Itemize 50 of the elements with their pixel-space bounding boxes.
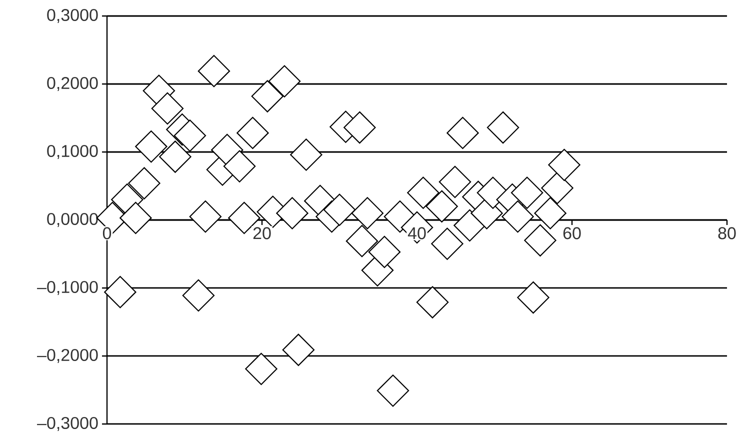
point: [510, 176, 544, 209]
point: [344, 111, 376, 144]
point: [431, 228, 464, 260]
point: [351, 197, 384, 230]
point: [446, 116, 479, 150]
point: [135, 130, 168, 163]
y-tick-label: –0,1000: [37, 280, 98, 296]
point: [407, 176, 440, 209]
point: [211, 134, 244, 166]
point: [223, 150, 256, 182]
point: [502, 200, 534, 233]
point: [524, 224, 556, 256]
y-tick-label: 0,3000: [47, 8, 98, 24]
point: [276, 197, 308, 230]
point: [159, 140, 192, 173]
y-tick-label: 0,1000: [47, 144, 98, 160]
point: [454, 209, 486, 242]
point: [426, 190, 458, 222]
point: [346, 224, 378, 258]
point: [236, 116, 269, 150]
x-tick-label: 60: [563, 227, 581, 240]
point: [376, 374, 410, 407]
point: [517, 281, 550, 314]
point: [151, 92, 184, 125]
point: [268, 65, 301, 98]
y-tick-label: –0,3000: [37, 416, 98, 432]
point: [128, 167, 160, 200]
point: [290, 138, 322, 171]
point: [104, 276, 136, 308]
y-tick-label: 0,0000: [47, 212, 98, 228]
x-tick-label: 20: [253, 227, 271, 240]
x-tick-label: 80: [718, 227, 736, 240]
point: [282, 334, 315, 366]
point: [438, 166, 472, 198]
y-tick-label: –0,2000: [37, 348, 98, 364]
x-tick-label: 40: [408, 227, 426, 240]
point: [368, 236, 401, 268]
point: [174, 120, 206, 152]
point: [416, 286, 449, 318]
point: [548, 148, 580, 182]
point: [120, 202, 152, 234]
point: [251, 80, 284, 112]
x-tick-label: 0: [102, 227, 112, 240]
point: [323, 194, 356, 226]
point: [198, 54, 230, 88]
point: [245, 352, 278, 386]
point: [189, 200, 222, 233]
y-tick-label: 0,2000: [47, 76, 98, 92]
point: [486, 111, 520, 144]
point: [182, 279, 215, 312]
